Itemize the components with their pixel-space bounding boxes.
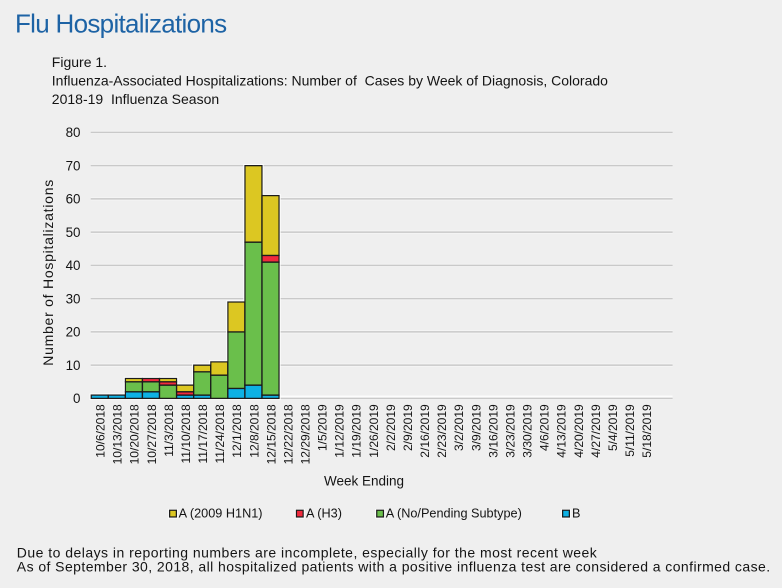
svg-text:1/19/2019: 1/19/2019 bbox=[350, 404, 364, 458]
svg-text:4/27/2019: 4/27/2019 bbox=[589, 404, 603, 458]
svg-text:5/18/2019: 5/18/2019 bbox=[640, 404, 654, 458]
svg-text:40: 40 bbox=[66, 258, 81, 273]
svg-text:1/5/2019: 1/5/2019 bbox=[316, 404, 330, 451]
svg-text:4/20/2019: 4/20/2019 bbox=[572, 404, 586, 458]
svg-text:12/22/2018: 12/22/2018 bbox=[281, 404, 295, 464]
svg-text:Number of Hospitalizations: Number of Hospitalizations bbox=[40, 179, 56, 366]
svg-text:70: 70 bbox=[66, 158, 81, 173]
svg-text:4/6/2019: 4/6/2019 bbox=[538, 404, 552, 451]
svg-text:2/23/2019: 2/23/2019 bbox=[435, 404, 449, 458]
svg-text:20: 20 bbox=[66, 325, 81, 340]
svg-text:3/2/2019: 3/2/2019 bbox=[452, 404, 466, 451]
svg-text:0: 0 bbox=[73, 391, 80, 406]
svg-text:Figure 1.: Figure 1. bbox=[52, 54, 107, 70]
svg-text:Due to delays in reporting num: Due to delays in reporting numbers are i… bbox=[17, 544, 598, 560]
svg-text:B: B bbox=[572, 506, 580, 520]
svg-text:A (2009 H1N1): A (2009 H1N1) bbox=[179, 506, 263, 520]
svg-text:12/1/2018: 12/1/2018 bbox=[230, 404, 244, 458]
svg-text:1/12/2019: 1/12/2019 bbox=[333, 404, 347, 458]
svg-text:10/6/2018: 10/6/2018 bbox=[94, 404, 108, 458]
svg-text:2/2/2019: 2/2/2019 bbox=[384, 404, 398, 451]
svg-text:11/24/2018: 11/24/2018 bbox=[213, 404, 227, 463]
svg-text:A (H3): A (H3) bbox=[306, 506, 342, 520]
svg-text:10: 10 bbox=[66, 358, 81, 373]
svg-text:11/3/2018: 11/3/2018 bbox=[162, 404, 176, 457]
svg-text:4/13/2019: 4/13/2019 bbox=[555, 404, 569, 458]
svg-text:12/29/2018: 12/29/2018 bbox=[299, 404, 313, 464]
svg-text:5/4/2019: 5/4/2019 bbox=[606, 404, 620, 451]
svg-text:10/27/2018: 10/27/2018 bbox=[145, 404, 159, 464]
svg-text:80: 80 bbox=[66, 125, 81, 140]
svg-text:As of September 30, 2018, all: As of September 30, 2018, all hospitaliz… bbox=[17, 559, 771, 575]
svg-text:Flu Hospitalizations: Flu Hospitalizations bbox=[15, 8, 227, 38]
svg-text:Influenza-Associated Hospitali: Influenza-Associated Hospitalizations: N… bbox=[52, 73, 608, 89]
svg-text:3/9/2019: 3/9/2019 bbox=[469, 404, 483, 451]
svg-text:2/9/2019: 2/9/2019 bbox=[401, 404, 415, 451]
svg-text:12/15/2018: 12/15/2018 bbox=[264, 404, 278, 464]
svg-text:3/16/2019: 3/16/2019 bbox=[486, 404, 500, 458]
svg-text:60: 60 bbox=[66, 192, 81, 207]
svg-text:Week Ending: Week Ending bbox=[324, 473, 404, 488]
svg-text:2018-19 Influenza Season: 2018-19 Influenza Season bbox=[52, 91, 219, 107]
svg-text:30: 30 bbox=[66, 291, 81, 306]
svg-text:3/23/2019: 3/23/2019 bbox=[503, 404, 517, 458]
svg-text:2/16/2019: 2/16/2019 bbox=[418, 404, 432, 458]
svg-text:11/17/2018: 11/17/2018 bbox=[196, 404, 210, 463]
svg-text:50: 50 bbox=[66, 225, 81, 240]
svg-text:3/30/2019: 3/30/2019 bbox=[521, 404, 535, 458]
svg-text:5/11/2019: 5/11/2019 bbox=[623, 404, 637, 457]
svg-text:1/26/2019: 1/26/2019 bbox=[367, 404, 381, 458]
svg-text:10/20/2018: 10/20/2018 bbox=[128, 404, 142, 464]
svg-text:11/10/2018: 11/10/2018 bbox=[179, 404, 193, 463]
svg-text:A (No/Pending Subtype): A (No/Pending Subtype) bbox=[386, 506, 522, 520]
svg-text:12/8/2018: 12/8/2018 bbox=[247, 404, 261, 458]
svg-text:10/13/2018: 10/13/2018 bbox=[111, 404, 125, 464]
